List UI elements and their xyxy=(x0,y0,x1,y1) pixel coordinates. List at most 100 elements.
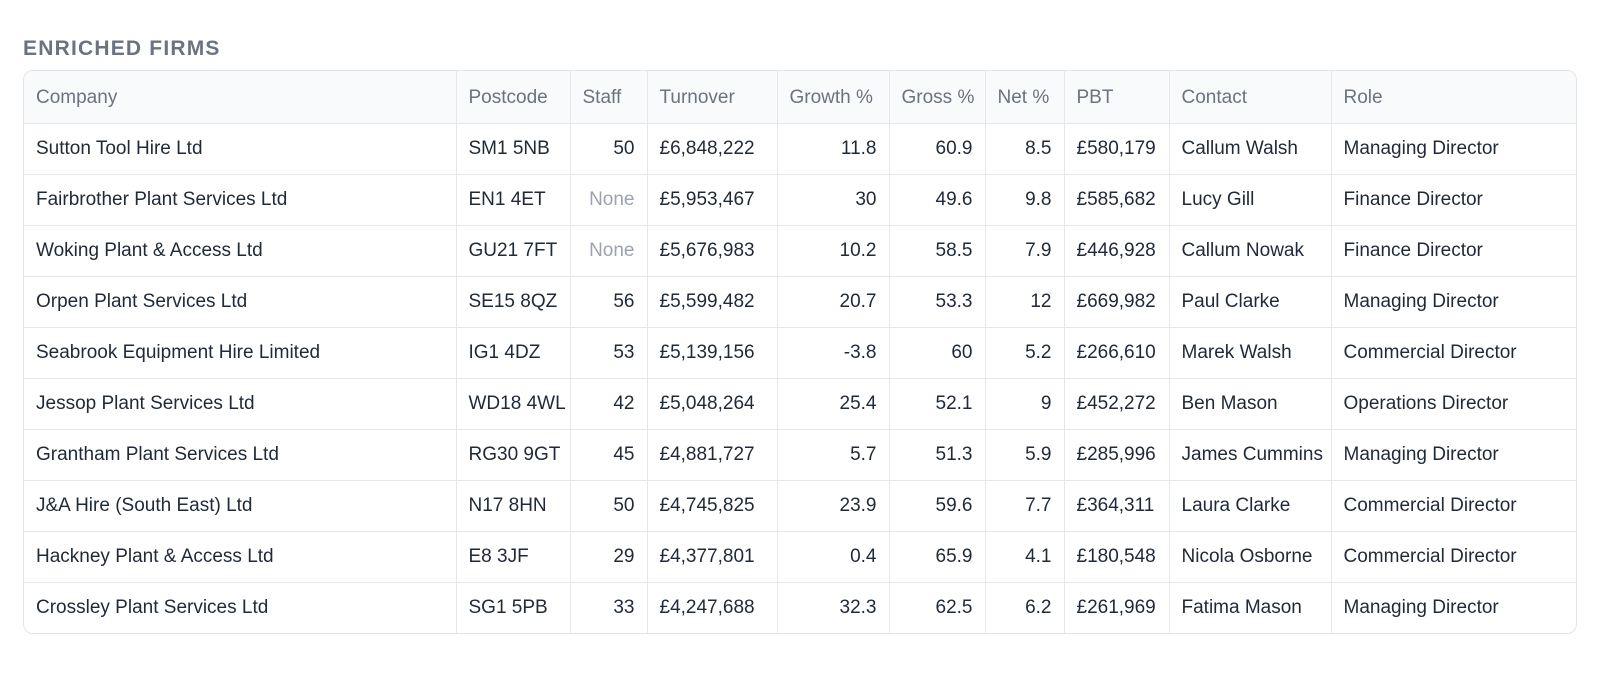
column-header-gross[interactable]: Gross % xyxy=(889,71,986,124)
table-row[interactable]: Sutton Tool Hire Ltd SM1 5NB 50 £6,848,222 1… xyxy=(24,123,1576,175)
cell-growth: 23.9 xyxy=(777,480,890,532)
cell-staff: 50 xyxy=(570,480,648,532)
cell-pbt: £261,969 xyxy=(1064,582,1170,633)
cell-pbt: £580,179 xyxy=(1064,123,1170,175)
cell-net: 5.9 xyxy=(985,429,1065,481)
cell-growth: 10.2 xyxy=(777,225,890,277)
cell-net: 9 xyxy=(985,378,1065,430)
cell-growth: 20.7 xyxy=(777,276,890,328)
cell-postcode: N17 8HN xyxy=(456,480,571,532)
cell-contact: Ben Mason xyxy=(1169,378,1332,430)
table-row[interactable]: Grantham Plant Services Ltd RG30 9GT 45 £4,… xyxy=(24,429,1576,481)
column-header-role[interactable]: Role xyxy=(1331,71,1576,124)
cell-role: Managing Director xyxy=(1331,429,1576,481)
cell-staff: None xyxy=(570,174,648,226)
cell-gross: 53.3 xyxy=(889,276,986,328)
cell-role: Commercial Director xyxy=(1331,327,1576,379)
cell-turnover: £4,377,801 xyxy=(647,531,778,583)
cell-net: 4.1 xyxy=(985,531,1065,583)
cell-pbt: £285,996 xyxy=(1064,429,1170,481)
cell-gross: 51.3 xyxy=(889,429,986,481)
cell-postcode: RG30 9GT xyxy=(456,429,571,481)
cell-net: 7.7 xyxy=(985,480,1065,532)
table-row[interactable]: J&A Hire (South East) Ltd N17 8HN 50 £4,745… xyxy=(24,480,1576,532)
column-header-staff[interactable]: Staff xyxy=(570,71,648,124)
cell-turnover: £5,676,983 xyxy=(647,225,778,277)
cell-role: Commercial Director xyxy=(1331,480,1576,532)
cell-growth: 5.7 xyxy=(777,429,890,481)
cell-growth: 0.4 xyxy=(777,531,890,583)
cell-postcode: IG1 4DZ xyxy=(456,327,571,379)
cell-growth: 30 xyxy=(777,174,890,226)
firms-table-card: Company Postcode Staff Turnover Growth % Gros… xyxy=(23,70,1577,634)
cell-contact: Callum Nowak xyxy=(1169,225,1332,277)
table-row[interactable]: Seabrook Equipment Hire Limited IG1 4DZ 53… xyxy=(24,327,1576,379)
cell-turnover: £5,953,467 xyxy=(647,174,778,226)
table-row[interactable]: Woking Plant & Access Ltd GU21 7FT None £5,… xyxy=(24,225,1576,277)
cell-company: Fairbrother Plant Services Ltd xyxy=(24,174,457,226)
cell-net: 9.8 xyxy=(985,174,1065,226)
cell-gross: 49.6 xyxy=(889,174,986,226)
column-header-company[interactable]: Company xyxy=(24,71,457,124)
table-header-row: Company Postcode Staff Turnover Growth % Gros… xyxy=(24,71,1576,124)
cell-gross: 59.6 xyxy=(889,480,986,532)
cell-postcode: SM1 5NB xyxy=(456,123,571,175)
cell-role: Finance Director xyxy=(1331,174,1576,226)
cell-contact: Paul Clarke xyxy=(1169,276,1332,328)
column-header-turnover[interactable]: Turnover xyxy=(647,71,778,124)
cell-turnover: £4,881,727 xyxy=(647,429,778,481)
cell-net: 6.2 xyxy=(985,582,1065,633)
cell-turnover: £5,139,156 xyxy=(647,327,778,379)
cell-turnover: £5,048,264 xyxy=(647,378,778,430)
cell-turnover: £4,247,688 xyxy=(647,582,778,633)
cell-company: Woking Plant & Access Ltd xyxy=(24,225,457,277)
cell-postcode: EN1 4ET xyxy=(456,174,571,226)
cell-growth: 11.8 xyxy=(777,123,890,175)
cell-net: 5.2 xyxy=(985,327,1065,379)
column-header-net[interactable]: Net % xyxy=(985,71,1065,124)
cell-company: Seabrook Equipment Hire Limited xyxy=(24,327,457,379)
cell-postcode: E8 3JF xyxy=(456,531,571,583)
cell-company: Sutton Tool Hire Ltd xyxy=(24,123,457,175)
cell-pbt: £669,982 xyxy=(1064,276,1170,328)
cell-pbt: £180,548 xyxy=(1064,531,1170,583)
cell-staff: 56 xyxy=(570,276,648,328)
cell-company: Grantham Plant Services Ltd xyxy=(24,429,457,481)
table-row[interactable]: Orpen Plant Services Ltd SE15 8QZ 56 £5,599… xyxy=(24,276,1576,328)
cell-growth: 32.3 xyxy=(777,582,890,633)
cell-postcode: SE15 8QZ xyxy=(456,276,571,328)
cell-role: Commercial Director xyxy=(1331,531,1576,583)
column-header-pbt[interactable]: PBT xyxy=(1064,71,1170,124)
cell-pbt: £446,928 xyxy=(1064,225,1170,277)
column-header-postcode[interactable]: Postcode xyxy=(456,71,571,124)
cell-staff: 29 xyxy=(570,531,648,583)
cell-pbt: £364,311 xyxy=(1064,480,1170,532)
cell-role: Managing Director xyxy=(1343,596,1499,618)
cell-role: Finance Director xyxy=(1331,225,1576,277)
cell-company: Jessop Plant Services Ltd xyxy=(24,378,457,430)
cell-gross: 60 xyxy=(889,327,986,379)
table-row[interactable]: Jessop Plant Services Ltd WD18 4WL 42 £5,04… xyxy=(24,378,1576,430)
table-row[interactable]: Fairbrother Plant Services Ltd EN1 4ET Non… xyxy=(24,174,1576,226)
cell-staff: 50 xyxy=(570,123,648,175)
cell-turnover: £4,745,825 xyxy=(647,480,778,532)
cell-role: Managing Director xyxy=(1331,123,1576,175)
cell-growth: -3.8 xyxy=(777,327,890,379)
column-header-growth[interactable]: Growth % xyxy=(777,71,890,124)
enriched-firms-section: ENRICHED FIRMS Company Postcode Staff Turno… xyxy=(23,34,1577,634)
cell-company: J&A Hire (South East) Ltd xyxy=(24,480,457,532)
cell-net: 8.5 xyxy=(985,123,1065,175)
cell-role: Operations Director xyxy=(1331,378,1576,430)
table-row[interactable]: Crossley Plant Services Ltd SG1 5PB 33 £4,2… xyxy=(24,582,1576,633)
cell-contact: Nicola Osborne xyxy=(1169,531,1332,583)
firms-table: Company Postcode Staff Turnover Growth % Gros… xyxy=(24,71,1576,633)
column-header-contact[interactable]: Contact xyxy=(1169,71,1332,124)
cell-pbt: £452,272 xyxy=(1064,378,1170,430)
cell-company: Hackney Plant & Access Ltd xyxy=(24,531,457,583)
cell-gross: 62.5 xyxy=(889,582,986,633)
cell-turnover: £5,599,482 xyxy=(647,276,778,328)
cell-contact: Callum Walsh xyxy=(1169,123,1332,175)
table-row[interactable]: Hackney Plant & Access Ltd E8 3JF 29 £4,377… xyxy=(24,531,1576,583)
cell-staff: 53 xyxy=(570,327,648,379)
cell-company: Orpen Plant Services Ltd xyxy=(24,276,457,328)
